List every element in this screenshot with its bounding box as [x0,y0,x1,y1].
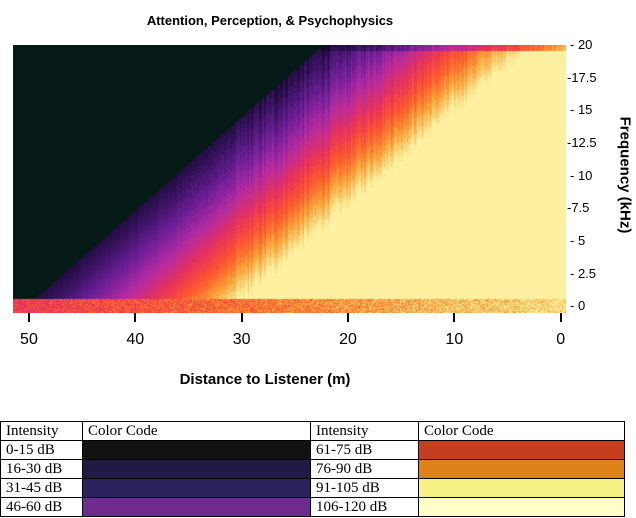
legend-header-intensity: Intensity [310,421,419,441]
legend-color-swatch [82,459,311,479]
legend-row: 0-15 dB 61-75 dB [0,440,625,460]
y-tick-label: - 15 [570,102,593,118]
legend-intensity-label: 46-60 dB [0,497,83,517]
x-tick-mark [453,313,456,322]
spectrogram-heatmap [13,45,566,313]
x-tick-mark [27,313,30,322]
y-tick-label: - 5 [570,233,586,249]
x-tick-label: 20 [339,331,357,348]
legend-intensity-label: 16-30 dB [0,459,83,479]
x-tick-mark [346,313,349,322]
y-tick-label: - 10 [570,167,593,183]
spectrogram-plot [13,45,566,313]
y-tick-label: - 20 [570,37,593,52]
legend-intensity-label: 76-90 dB [310,459,419,479]
legend-color-swatch [82,440,311,460]
x-tick-mark [134,313,137,322]
legend-row: 46-60 dB 106-120 dB [0,497,625,517]
legend-color-swatch [418,459,625,479]
y-tick-label: - 0 [570,298,586,314]
legend-header-intensity: Intensity [0,421,83,441]
legend-row: 31-45 dB 91-105 dB [0,478,625,498]
legend-header-color-code: Color Code [82,421,311,441]
legend-intensity-label: 0-15 dB [0,440,83,460]
y-tick-label: -17.5 [567,69,597,85]
legend-header-color-code: Color Code [418,421,625,441]
intensity-legend-table: Intensity Color Code Intensity Color Cod… [0,421,625,517]
legend-intensity-label: 31-45 dB [0,478,83,498]
legend-intensity-label: 91-105 dB [310,478,419,498]
x-tick-label: 0 [556,331,566,348]
x-axis-label: Distance to Listener (m) [179,371,351,388]
x-tick-label: 50 [20,331,38,348]
chart-title: Attention, Perception, & Psychophysics [146,13,394,28]
y-axis-label: Frequency (kHz) [616,116,634,234]
y-tick-label: - 2.5 [570,265,597,281]
legend-color-swatch [418,440,625,460]
y-tick-label: -12.5 [567,135,597,151]
x-tick-mark [559,313,562,322]
x-tick-label: 40 [126,331,145,348]
legend-color-swatch [82,478,311,498]
x-tick-mark [240,313,243,322]
legend-intensity-label: 61-75 dB [310,440,419,460]
legend-color-swatch [418,478,625,498]
legend-color-swatch [82,497,311,517]
legend-intensity-label: 106-120 dB [310,497,419,517]
y-tick-label: -7.5 [567,200,590,216]
legend-color-swatch [418,497,625,517]
x-tick-label: 30 [232,331,251,348]
legend-row: 16-30 dB 76-90 dB [0,459,625,479]
legend-header-row: Intensity Color Code Intensity Color Cod… [0,421,625,441]
x-tick-label: 10 [445,331,464,348]
